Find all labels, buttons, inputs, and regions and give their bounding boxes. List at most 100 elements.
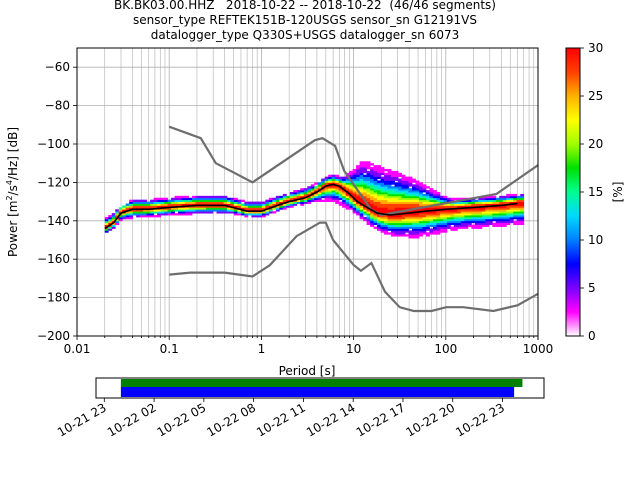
heatmap-cell	[202, 195, 207, 199]
heatmap-cell	[317, 199, 322, 202]
heatmap-cell	[499, 197, 504, 201]
heatmap-cell	[356, 174, 361, 178]
heatmap-cell	[366, 220, 371, 224]
heatmap-cell	[422, 195, 427, 199]
heatmap-cell	[411, 197, 416, 201]
heatmap-cell	[394, 174, 399, 178]
heatmap-cell	[401, 216, 406, 220]
heatmap-cell	[387, 182, 392, 185]
heatmap-cell	[429, 215, 434, 218]
heatmap-cell	[345, 195, 350, 199]
heatmap-cell	[150, 203, 155, 206]
heatmap-cell	[380, 215, 385, 218]
heatmap-cell	[104, 218, 109, 222]
heatmap-cell	[310, 184, 315, 187]
heatmap-cell	[488, 220, 493, 224]
heatmap-cell	[335, 176, 340, 179]
heatmap-cell	[391, 197, 395, 201]
heatmap-cell	[219, 207, 224, 210]
heatmap-cell	[342, 203, 347, 206]
heatmap-cell	[453, 211, 458, 214]
heatmap-cell	[509, 207, 514, 210]
heatmap-cell	[453, 228, 458, 231]
heatmap-cell	[363, 184, 368, 187]
heatmap-cell	[244, 201, 249, 204]
heatmap-cell	[356, 195, 361, 199]
heatmap-cell	[443, 222, 448, 226]
heatmap-cell	[282, 205, 287, 208]
heatmap-cell	[436, 207, 441, 210]
heatmap-cell	[387, 222, 392, 226]
heatmap-cell	[478, 213, 483, 216]
heatmap-cell	[181, 207, 186, 210]
heatmap-cell	[338, 188, 343, 191]
heatmap-cell	[408, 193, 413, 197]
heatmap-cell	[377, 192, 381, 195]
heatmap-cell	[366, 197, 371, 201]
heatmap-cell	[460, 203, 465, 206]
heatmap-cell	[268, 211, 273, 214]
heatmap-cell	[471, 203, 476, 206]
heatmap-cell	[300, 193, 305, 197]
heatmap-cell	[136, 211, 141, 214]
heatmap-cell	[408, 226, 413, 229]
heatmap-cell	[328, 180, 333, 183]
heatmap-cell	[206, 209, 210, 212]
heatmap-cell	[167, 201, 172, 204]
heatmap-cell	[436, 218, 441, 222]
heatmap-cell	[513, 205, 518, 208]
heatmap-cell	[398, 190, 402, 193]
heatmap-cell	[192, 211, 196, 214]
heatmap-cell	[174, 197, 179, 201]
heatmap-cell	[153, 203, 158, 206]
heatmap-cell	[481, 215, 486, 218]
heatmap-cell	[411, 205, 416, 208]
heatmap-cell	[310, 186, 315, 189]
heatmap-cell	[363, 174, 368, 178]
heatmap-cell	[164, 201, 168, 204]
heatmap-cell	[195, 195, 200, 199]
heatmap-cell	[405, 211, 409, 214]
heatmap-cell	[157, 201, 162, 204]
colorbar	[565, 47, 581, 337]
heatmap-cell	[513, 220, 518, 224]
heatmap-cell	[513, 222, 518, 226]
heatmap-cell	[499, 209, 504, 212]
heatmap-cell	[328, 190, 333, 193]
heatmap-cell	[328, 195, 333, 199]
heatmap-cell	[432, 207, 437, 210]
heatmap-cell	[453, 218, 458, 222]
heatmap-cell	[411, 209, 416, 212]
heatmap-cell	[366, 174, 371, 178]
heatmap-cell	[328, 182, 333, 185]
heatmap-cell	[349, 184, 354, 187]
heatmap-cell	[370, 163, 374, 166]
heatmap-cell	[380, 192, 385, 195]
heatmap-cell	[174, 199, 179, 202]
heatmap-cell	[153, 211, 158, 214]
heatmap-cell	[481, 203, 486, 206]
heatmap-cell	[331, 190, 336, 193]
heatmap-cell	[359, 207, 364, 210]
heatmap-cell	[422, 216, 427, 220]
heatmap-cell	[432, 213, 437, 216]
heatmap-cell	[408, 180, 413, 183]
heatmap-cell	[460, 215, 465, 218]
heatmap-cell	[432, 226, 437, 229]
heatmap-cell	[401, 199, 406, 202]
psd-heatmap	[104, 161, 525, 239]
heatmap-cell	[481, 207, 486, 210]
heatmap-cell	[380, 186, 385, 189]
heatmap-cell	[129, 199, 134, 202]
heatmap-cell	[391, 215, 395, 218]
heatmap-cell	[380, 184, 385, 187]
heatmap-cell	[418, 188, 423, 191]
heatmap-cell	[216, 197, 221, 201]
heatmap-cell	[398, 195, 402, 199]
heatmap-cell	[516, 216, 521, 220]
x-tick-label: 100	[434, 342, 457, 356]
heatmap-cell	[422, 188, 427, 191]
heatmap-cell	[422, 197, 427, 201]
heatmap-cell	[272, 203, 277, 206]
heatmap-cell	[321, 195, 326, 199]
